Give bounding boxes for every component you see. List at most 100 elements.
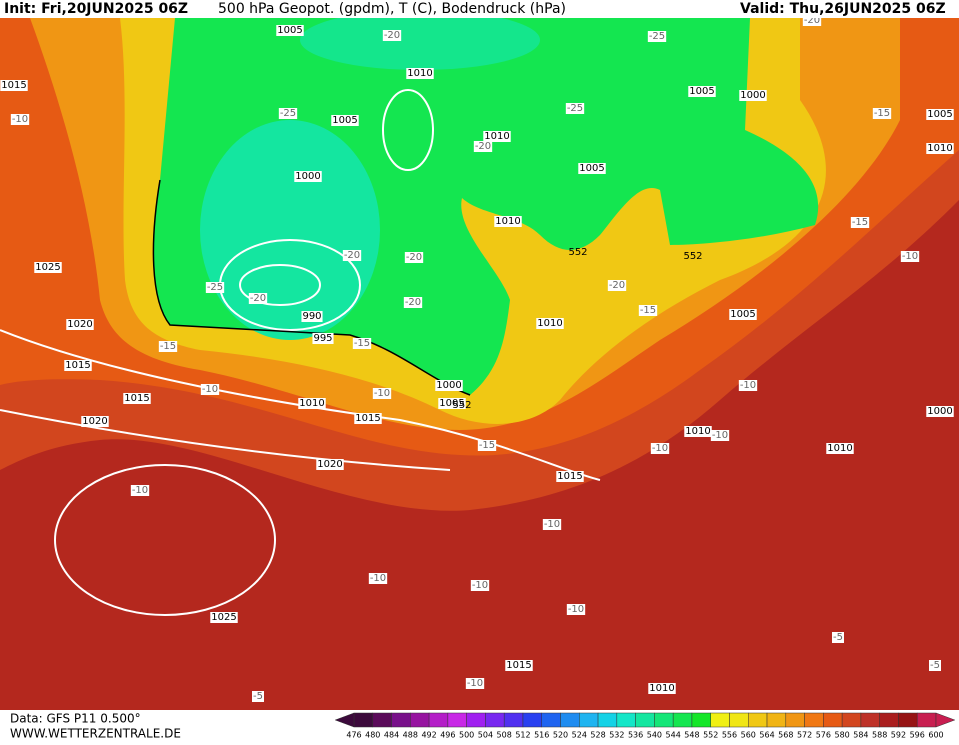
isobar-label: 1015 [506, 660, 531, 671]
temperature-label-box [200, 384, 220, 395]
temperature-label: -10 [544, 519, 560, 530]
isobar [382, 89, 434, 171]
isobar-label-box [739, 90, 767, 101]
temperature-label: -5 [930, 660, 940, 671]
colorbar: 476 480 484 488 492 496 500 504 508 512 516 520 524 5… [334, 712, 956, 740]
isobar-label: 1020 [317, 459, 342, 470]
temperature-label-box [342, 250, 362, 261]
temperature-label: -15 [874, 108, 890, 119]
isobar-label-box [34, 262, 62, 273]
isobar-label: 1010 [927, 143, 952, 154]
isobar-label: 1015 [557, 471, 582, 482]
colorbar-label: 588 [872, 731, 887, 740]
isobar-label-box [354, 413, 382, 424]
temperature-label-box [278, 108, 298, 119]
colorbar-label: 592 [891, 731, 906, 740]
temperature-label-box [566, 604, 586, 615]
isobar-label-box [684, 426, 712, 437]
website: WWW.WETTERZENTRALE.DE [10, 727, 181, 741]
isobar-label-box [438, 398, 466, 409]
isobar-label: 1000 [295, 171, 320, 182]
temperature-label: -25 [567, 103, 583, 114]
temperature-label-box [607, 280, 627, 291]
isobar-label-box [926, 109, 954, 120]
temperature-label: -15 [852, 217, 868, 228]
isobar-label: 1005 [730, 309, 755, 320]
colorbar-swatch [597, 712, 618, 728]
colorbar-swatch [503, 712, 524, 728]
colorbar-label: 596 [910, 731, 925, 740]
temperature-label-box [832, 632, 844, 643]
colorbar-swatch [898, 712, 918, 728]
colorbar-label: 600 [928, 731, 943, 740]
isobar-label-box [483, 131, 511, 142]
colorbar-swatch [916, 712, 937, 728]
temperature-label-box [10, 114, 30, 125]
colorbar-swatch [841, 712, 862, 728]
temperature-label-box [647, 31, 667, 42]
colorbar-swatch [560, 712, 580, 728]
colorbar-high-arrow [935, 712, 956, 728]
temperature-label: -20 [405, 297, 421, 308]
colorbar-label: 540 [647, 731, 662, 740]
isobar-label-box [312, 333, 334, 344]
colorbar-label: 512 [515, 731, 530, 740]
temperature-label: -15 [160, 341, 176, 352]
data-source: Data: GFS P11 0.500° [10, 712, 141, 726]
isobar-label: 1010 [484, 131, 509, 142]
isobar-label-box [435, 380, 463, 391]
temperature-label: -10 [568, 604, 584, 615]
temperature-label: -10 [374, 388, 390, 399]
colorbar-label: 480 [365, 731, 380, 740]
isobar-label-box [648, 683, 676, 694]
colorbar-swatch [616, 712, 636, 728]
isobar-label-box [536, 318, 564, 329]
colorbar-label: 544 [666, 731, 681, 740]
geopotential-label: 552 [683, 251, 702, 262]
isobar-label: 1010 [537, 318, 562, 329]
isobar-label-box [926, 406, 954, 417]
map-labels: 1005 1010 1005 1000 1010 1005 1000 1005 1010 1025… [0, 15, 954, 702]
temperature-label: -25 [649, 31, 665, 42]
isobar-label: 1025 [211, 612, 236, 623]
colorbar-swatch [410, 712, 430, 728]
temperature-label: -20 [475, 141, 491, 152]
isobar-label: 1000 [740, 90, 765, 101]
temperature-label-box [638, 305, 658, 316]
temperature-label-box [404, 252, 424, 263]
colorbar-swatch [729, 712, 749, 728]
colorbar-swatch [710, 712, 730, 728]
geopotential-label: 552 [452, 400, 471, 411]
isobar-label: 1010 [827, 443, 852, 454]
isobar [239, 264, 321, 306]
isobar-label: 1000 [436, 380, 461, 391]
isobar-label-box [301, 311, 323, 322]
colorbar-label: 500 [459, 731, 474, 740]
temperature-label-box [850, 217, 870, 228]
isobar-label-box [276, 25, 304, 36]
isobar-label: 1005 [689, 86, 714, 97]
isobar-label: 1000 [927, 406, 952, 417]
temperature-label: -10 [202, 384, 218, 395]
colorbar-label: 552 [703, 731, 718, 740]
temperature-label: -20 [344, 250, 360, 261]
colorbar-label: 488 [403, 731, 418, 740]
isobar-label: 1005 [439, 398, 464, 409]
isobar-label: 1015 [1, 80, 26, 91]
temperature-label-box [470, 580, 490, 591]
colorbar-label: 568 [778, 731, 793, 740]
isobar-label-box [729, 309, 757, 320]
isobar-label: 1020 [67, 319, 92, 330]
temperature-label-box [929, 660, 941, 671]
colorbar-swatch [522, 712, 542, 728]
temperature-label-box [372, 388, 392, 399]
temperature-label-box [368, 573, 388, 584]
isobar-label-box [66, 319, 94, 330]
header-band [0, 0, 959, 18]
temperature-label-box [650, 443, 670, 454]
temperature-label-box [205, 282, 225, 293]
temperature-label-box [565, 103, 585, 114]
cold-core [300, 10, 540, 70]
temperature-label: -10 [740, 380, 756, 391]
temperature-label: -10 [902, 251, 918, 262]
